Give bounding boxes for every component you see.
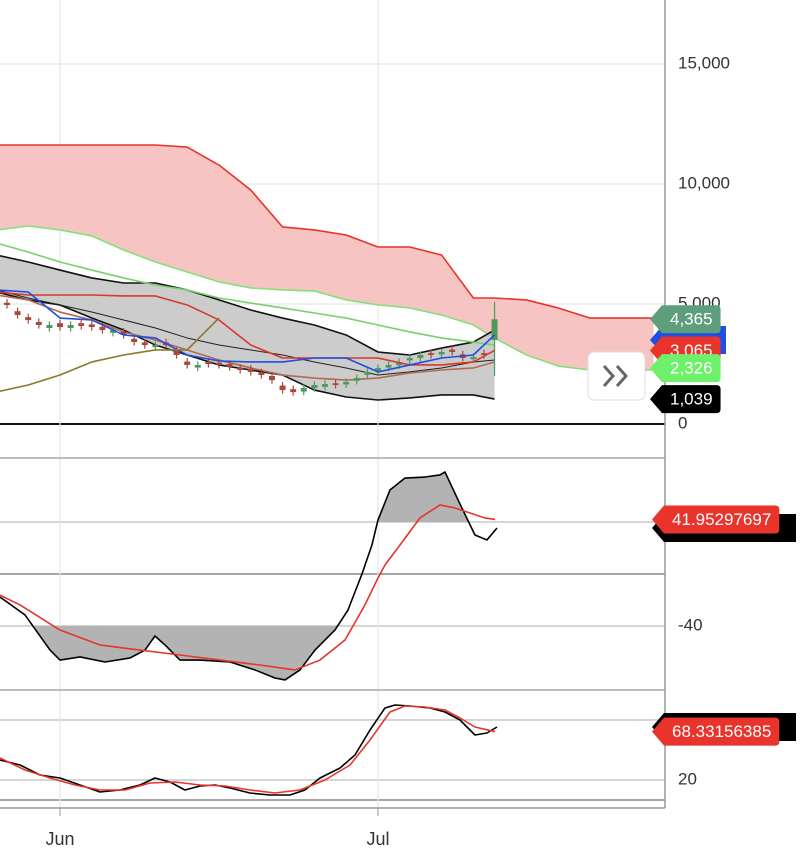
candle-body (374, 368, 381, 372)
candle-body (321, 384, 328, 387)
candle-body (480, 353, 487, 355)
last-value-label: 1,039 (650, 385, 721, 414)
y-tick-label: -40 (678, 615, 703, 634)
candle-body (417, 354, 424, 358)
candle-body (56, 323, 63, 328)
y-tick-label: 0 (678, 413, 687, 432)
candle-body (279, 385, 286, 391)
last-value-label: 2,326 (650, 354, 721, 383)
candle-body (194, 364, 201, 368)
band-upper-line (0, 144, 654, 319)
candle-body (364, 371, 371, 375)
y-tick-label: 15,000 (678, 53, 730, 72)
candle-body (268, 375, 275, 381)
candle-body (226, 363, 233, 367)
band-fill (0, 145, 654, 370)
panel (0, 144, 654, 401)
x-tick-label: Jun (45, 829, 74, 849)
label-tag (652, 505, 780, 534)
series-line (0, 291, 495, 366)
oscillator-fill (377, 471, 469, 522)
series-line (0, 504, 496, 671)
candle-body (300, 387, 307, 392)
candle-body (78, 323, 85, 326)
candle-body (184, 361, 191, 365)
x-tick-label: Jul (366, 829, 389, 849)
candle-body (290, 389, 297, 393)
candle-body (99, 326, 106, 331)
candle-body (247, 368, 254, 372)
candle-body (46, 324, 53, 328)
candle-body (427, 353, 434, 355)
candle-body (173, 350, 180, 355)
candle-body (120, 331, 127, 335)
label-tag (650, 385, 721, 414)
candle-body (311, 384, 318, 388)
candle-body (438, 351, 445, 355)
last-value-labels: 3,0651,0394,3652,32641.9529769768.331563… (650, 305, 780, 746)
band-fill (0, 255, 495, 400)
candle-body (3, 302, 10, 305)
candle-body (14, 311, 21, 316)
candle-body (449, 349, 456, 352)
candle-body (25, 317, 32, 321)
series-line (0, 243, 495, 346)
panel (0, 471, 498, 681)
candle-body (141, 342, 148, 346)
scroll-button-bg[interactable] (587, 351, 646, 401)
last-value-label: 4,365 (650, 305, 721, 334)
label-tag (650, 305, 721, 334)
candle-body (131, 338, 138, 343)
series-line (0, 705, 496, 794)
label-text: 4,365 (670, 310, 713, 329)
y-tick-label: 20 (678, 769, 697, 788)
panel (0, 704, 498, 796)
candle-body (470, 357, 477, 360)
candle-body (332, 383, 339, 385)
band-lower-line (0, 225, 654, 371)
series-line (0, 289, 496, 373)
candle-body (396, 362, 403, 366)
candle-body (237, 367, 244, 370)
label-text: 68.33156385 (672, 722, 771, 741)
candle-body (152, 345, 159, 348)
series-line (0, 290, 495, 376)
label-text: 1,039 (670, 390, 713, 409)
candle-body (88, 324, 95, 328)
chevron-icon (615, 364, 629, 388)
label-tag (652, 717, 780, 746)
candle-body (215, 362, 222, 365)
chevron-icon (602, 364, 616, 388)
candle-body (343, 381, 350, 385)
candle-body (67, 324, 74, 328)
candle-body (406, 357, 413, 361)
last-value-label: 68.33156385 (652, 717, 780, 746)
y-tick-label: 10,000 (678, 173, 730, 192)
label-tag (650, 354, 721, 383)
scroll-button[interactable] (587, 351, 646, 401)
candle-body (491, 319, 498, 340)
candle-body (35, 321, 42, 325)
label-text: 41.95297697 (672, 510, 771, 529)
series-line (0, 317, 220, 392)
candle-body (353, 378, 360, 381)
last-value-label: 41.95297697 (652, 505, 780, 534)
candle-body (109, 330, 116, 333)
series-line (0, 471, 498, 681)
label-text: 2,326 (670, 359, 713, 378)
candle-body (258, 372, 265, 376)
candle-body (205, 361, 212, 364)
plot-layer (0, 144, 654, 796)
candle-body (385, 364, 392, 368)
oscillator-fill (32, 626, 338, 680)
